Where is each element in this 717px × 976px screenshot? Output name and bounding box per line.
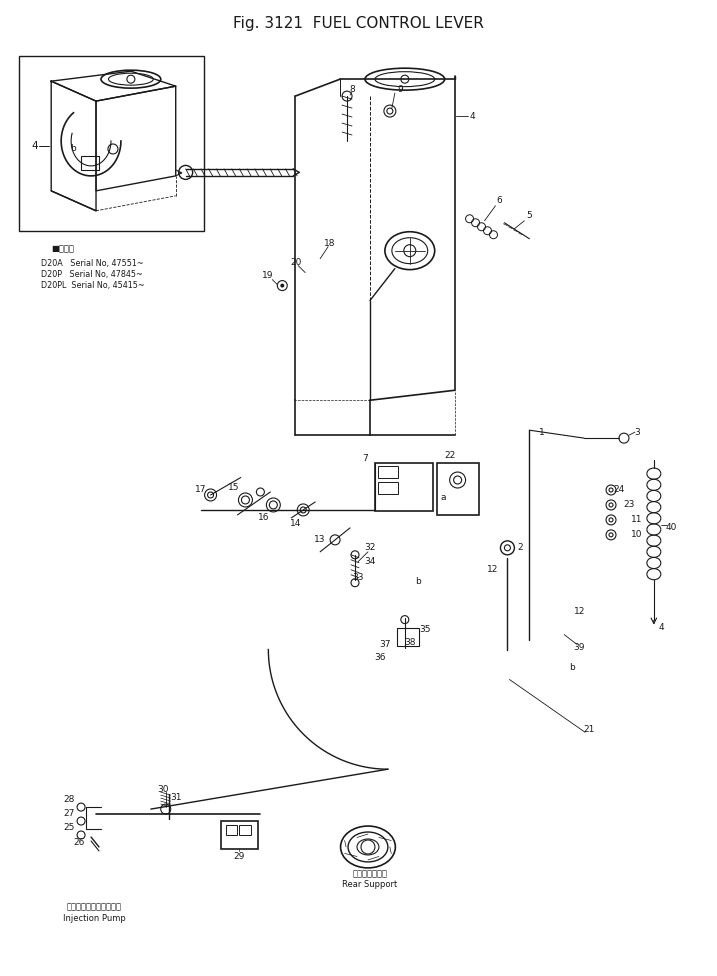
Text: Fig. 3121  FUEL CONTROL LEVER: Fig. 3121 FUEL CONTROL LEVER	[232, 16, 483, 31]
Text: 12: 12	[574, 607, 585, 616]
Text: D20P   Serial No, 47845~: D20P Serial No, 47845~	[42, 270, 143, 279]
Text: 35: 35	[419, 625, 430, 634]
Bar	[378, 482, 398, 494]
Text: ■用号依: ■用号依	[51, 244, 74, 253]
Text: 2: 2	[518, 544, 523, 552]
Text: 40: 40	[665, 523, 676, 532]
Text: b: b	[415, 577, 421, 587]
Text: 4: 4	[659, 623, 665, 632]
Text: 34: 34	[364, 557, 376, 566]
Text: インジェクションポンプ: インジェクションポンプ	[67, 902, 121, 912]
Bar	[19, 57, 204, 230]
Text: 12: 12	[487, 565, 498, 574]
Text: 31: 31	[170, 793, 181, 801]
Bar	[239, 825, 252, 835]
Text: 25: 25	[63, 823, 75, 832]
Text: 13: 13	[314, 536, 326, 545]
Bar	[81, 156, 99, 170]
Text: 9: 9	[397, 85, 403, 94]
Text: Rear Support: Rear Support	[342, 880, 398, 889]
Text: 10: 10	[631, 530, 642, 540]
Text: 22: 22	[444, 451, 455, 460]
Text: 26: 26	[73, 838, 85, 847]
Text: 18: 18	[324, 239, 336, 248]
Text: 29: 29	[234, 852, 245, 862]
Text: 23: 23	[623, 501, 635, 509]
Text: 8: 8	[349, 85, 355, 94]
Text: 33: 33	[352, 573, 364, 583]
Text: 36: 36	[374, 653, 386, 662]
Text: 32: 32	[364, 544, 376, 552]
Text: 7: 7	[362, 454, 368, 463]
Text: 4: 4	[31, 141, 37, 151]
Bar	[437, 463, 478, 515]
Bar	[397, 628, 419, 645]
Text: D20PL  Serial No, 45415~: D20PL Serial No, 45415~	[42, 281, 145, 290]
Text: 3: 3	[634, 427, 640, 436]
Text: D20A   Serial No, 47551~: D20A Serial No, 47551~	[42, 260, 144, 268]
Text: 4: 4	[470, 111, 475, 121]
Text: 39: 39	[574, 643, 585, 652]
Circle shape	[280, 284, 284, 288]
Text: 6: 6	[497, 196, 503, 205]
Bar	[378, 467, 398, 478]
Text: 19: 19	[262, 271, 273, 280]
Text: 17: 17	[195, 485, 206, 495]
Text: リヤーサポート: リヤーサポート	[353, 870, 387, 878]
Text: 14: 14	[290, 519, 301, 528]
Text: b: b	[569, 663, 575, 672]
Bar	[221, 821, 258, 849]
Text: Injection Pump: Injection Pump	[62, 915, 125, 923]
Text: 1: 1	[539, 427, 545, 436]
Text: 5: 5	[526, 211, 532, 221]
Text: a: a	[441, 494, 447, 503]
Text: 21: 21	[584, 725, 595, 734]
Text: 16: 16	[257, 513, 269, 522]
Text: 30: 30	[157, 785, 168, 793]
Bar	[375, 463, 433, 510]
Text: 15: 15	[228, 483, 239, 493]
Text: 24: 24	[613, 485, 625, 495]
Bar	[226, 825, 237, 835]
Text: 38: 38	[404, 638, 416, 647]
Text: 27: 27	[63, 808, 75, 818]
Text: 11: 11	[631, 515, 642, 524]
Text: 20: 20	[290, 258, 302, 267]
Text: b: b	[70, 144, 76, 153]
Text: 37: 37	[379, 640, 391, 649]
Text: 28: 28	[63, 794, 75, 803]
